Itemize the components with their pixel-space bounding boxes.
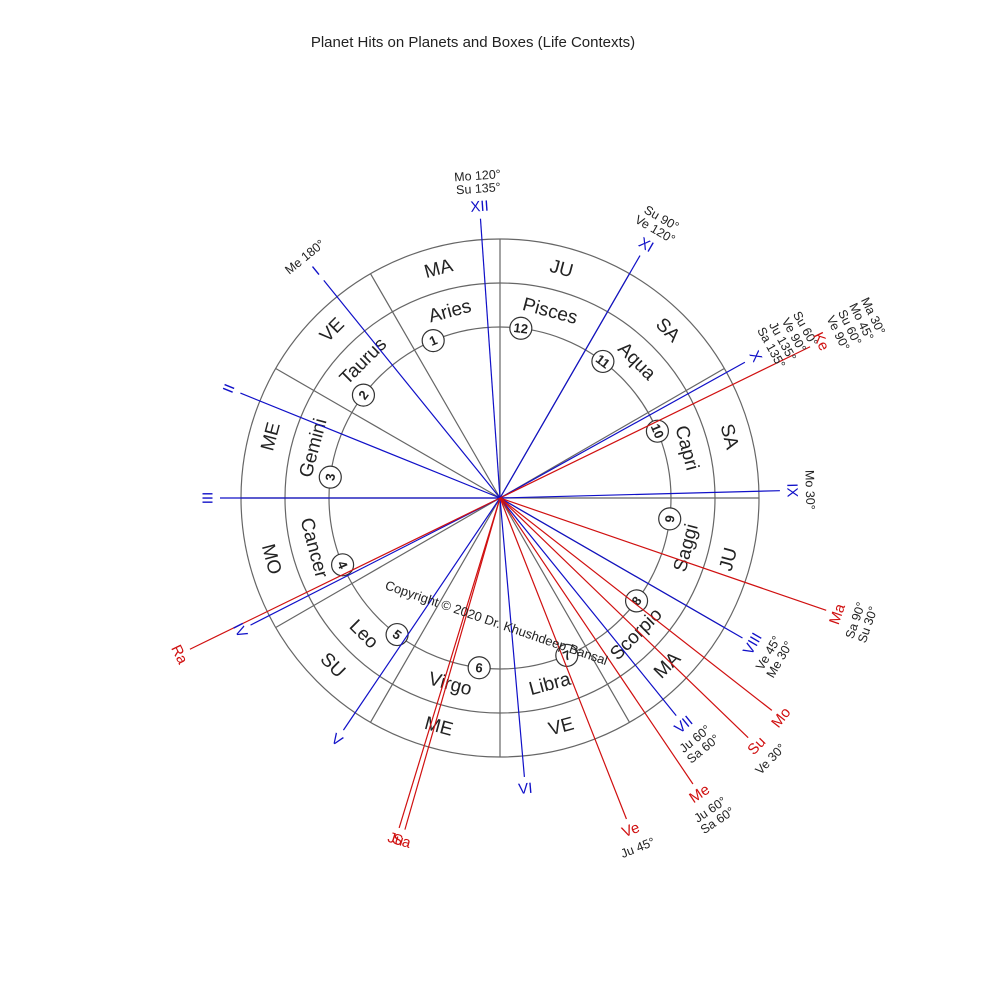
house-ray-label: III [200, 492, 217, 505]
box-owner-label: JU [716, 545, 742, 573]
chart-title: Planet Hits on Planets and Boxes (Life C… [310, 34, 636, 51]
planet-ray [189, 497, 501, 650]
house-divider [647, 367, 725, 414]
house-ray [499, 490, 780, 499]
house-ray-label: IX [783, 483, 800, 498]
box-owner-label: MO [257, 542, 285, 577]
house-divider-inner [351, 497, 501, 585]
sign-number-circle [318, 465, 342, 489]
house-ray [240, 392, 501, 499]
house-ray-label: V [328, 730, 346, 750]
house-ray [499, 497, 526, 777]
house-ray [499, 361, 746, 499]
house-ray [250, 497, 501, 626]
house-ray [499, 497, 677, 716]
house-divider [275, 582, 353, 629]
sign-number-circle [624, 589, 649, 613]
sign-name-label: Aqua [613, 338, 660, 385]
planet-ray [499, 497, 749, 739]
sign-number: 3 [322, 473, 338, 482]
house-ray [342, 497, 501, 731]
planet-ray [404, 497, 501, 830]
house-ray [499, 255, 641, 499]
box-owner-label: SA [651, 314, 684, 347]
sign-number-circle [467, 656, 491, 680]
planet-ray-label: Mo [768, 704, 794, 731]
hit-annotation: Mo 30° [802, 470, 817, 510]
sign-number-circle [645, 419, 670, 443]
sign-number-circle [330, 553, 355, 577]
hit-annotation: Mo 120° [454, 167, 502, 184]
sign-number-circle [591, 349, 615, 374]
planet-ray [499, 497, 773, 711]
planet-ray [499, 497, 827, 611]
sign-number: 9 [662, 514, 678, 523]
planet-ray-label: Ra [167, 642, 191, 667]
box-owner-label: VE [316, 314, 349, 347]
house-divider [584, 645, 631, 723]
house-ray [323, 280, 501, 499]
planet-ray-label: Ke [809, 330, 832, 354]
house-divider-inner [351, 411, 501, 499]
box-owner-label: SU [316, 649, 350, 683]
hit-annotation: Me 180° [282, 237, 327, 277]
sign-number-circle [509, 316, 533, 340]
sign-name-label: Taurus [336, 334, 391, 389]
house-ray-label: II [220, 382, 239, 396]
house-divider-inner [413, 349, 501, 499]
sign-number-circle [351, 383, 376, 407]
sign-number-circle [658, 507, 682, 531]
house-divider [369, 273, 416, 351]
planet-ray [499, 346, 811, 499]
house-ray-label: I [309, 263, 323, 279]
sign-number: 12 [513, 320, 529, 337]
house-divider [369, 645, 416, 723]
box-owner-label: SA [716, 422, 743, 452]
house-ray [499, 497, 743, 639]
sign-name-label: Libra [527, 669, 574, 700]
aspect-rays [189, 218, 827, 830]
sign-name-label: Leo [345, 616, 382, 653]
sign-number: 10 [648, 422, 667, 441]
planet-ray [398, 497, 501, 829]
box-owner-label: VE [546, 714, 576, 741]
planet-ray-label: Sa [390, 830, 413, 852]
hit-annotation: Su 135° [456, 180, 501, 197]
box-owner-label: ME [257, 420, 285, 453]
house-ray-label: VI [518, 780, 534, 798]
sign-name-label: Capri [670, 423, 702, 472]
house-ray-label: X [746, 348, 766, 365]
house-ray [479, 218, 501, 499]
sign-name-label: Cancer [296, 516, 332, 581]
box-owner-label: JU [547, 256, 575, 282]
house-ray-label: XII [470, 198, 489, 216]
house-divider [275, 367, 353, 414]
planet-ray [499, 497, 694, 785]
house-divider-inner [413, 497, 501, 647]
house-ray-label: XI [636, 234, 657, 256]
planet-ray-label: Ve [620, 819, 643, 841]
house-divider-inner [499, 497, 587, 647]
sign-name-label: Aries [426, 296, 473, 327]
sign-number: 6 [475, 660, 484, 676]
box-owner-label: MA [422, 255, 455, 283]
sign-name-label: Scorpio [606, 604, 666, 664]
planet-ray-label: Ju [386, 829, 406, 850]
planet-ray [499, 497, 628, 820]
house-ray-label: IV [229, 620, 251, 640]
sign-number-circle [421, 328, 445, 353]
planet-ray-label: Ma [826, 601, 849, 627]
box-owner-label: MA [650, 648, 685, 683]
